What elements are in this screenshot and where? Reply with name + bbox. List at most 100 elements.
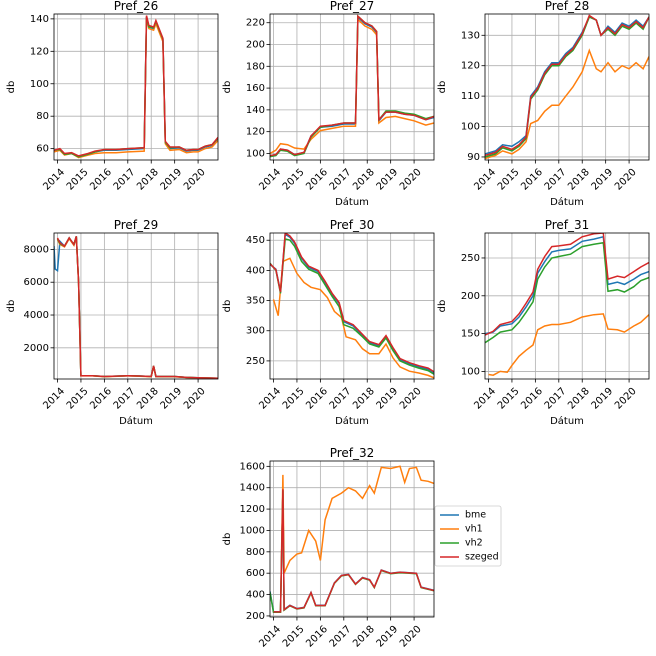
- x-tick-label: 2016: [88, 386, 114, 412]
- series-line-szeged: [56, 236, 218, 379]
- x-tick-label: 2018: [135, 167, 161, 193]
- series-line-bme: [485, 16, 649, 155]
- y-tick-label: 220: [246, 18, 265, 29]
- series-line-vh1: [272, 257, 434, 379]
- x-tick-label: 2017: [328, 624, 354, 650]
- legend-label-szeged: szeged: [465, 552, 499, 563]
- y-axis-label: db: [437, 300, 448, 313]
- axes-frame: [269, 460, 435, 618]
- y-tick-label: 180: [246, 61, 265, 72]
- y-tick-label: 200: [461, 291, 480, 302]
- axes-frame: [53, 13, 219, 161]
- x-tick-label: 2015: [65, 386, 91, 412]
- y-tick-label: 200: [246, 40, 265, 51]
- x-tick-label: 2017: [328, 167, 354, 193]
- series-line-szeged: [485, 233, 649, 336]
- x-tick-label: 2015: [496, 386, 522, 412]
- subplot-title: Pref_28: [545, 0, 590, 13]
- y-tick-label: 140: [246, 105, 265, 116]
- y-tick-label: 8000: [24, 244, 49, 255]
- x-tick-label: 2019: [590, 386, 616, 412]
- x-tick-label: 2015: [281, 624, 307, 650]
- subplot-title: Pref_27: [330, 0, 375, 13]
- x-tick-label: 2014: [257, 624, 283, 650]
- subplot-title: Pref_29: [114, 218, 159, 232]
- y-tick-label: 4000: [24, 310, 49, 321]
- x-tick-label: 2017: [328, 386, 354, 412]
- y-tick-label: 800: [246, 547, 265, 558]
- x-tick-label: 2020: [613, 386, 639, 412]
- y-tick-label: 120: [461, 61, 480, 72]
- x-tick-label: 2018: [351, 624, 377, 650]
- series-line-bme: [485, 235, 649, 335]
- y-tick-label: 160: [246, 83, 265, 94]
- x-tick-label: 2014: [41, 386, 67, 412]
- x-tick-label: 2019: [375, 624, 401, 650]
- x-tick-label: 2014: [257, 167, 283, 193]
- subplot-title: Pref_31: [545, 218, 590, 232]
- x-tick-label: 2015: [496, 167, 522, 193]
- x-tick-label: 2019: [590, 167, 616, 193]
- series-line-vh1: [56, 236, 218, 379]
- x-tick-label: 2015: [281, 167, 307, 193]
- x-tick-label: 2020: [398, 624, 424, 650]
- series-line-vh1: [488, 313, 649, 376]
- legend-label-vh2: vh2: [465, 538, 483, 549]
- y-tick-label: 110: [461, 91, 480, 102]
- y-tick-label: 200: [246, 611, 265, 622]
- y-tick-label: 1600: [240, 461, 265, 472]
- x-tick-label: 2016: [304, 386, 330, 412]
- x-tick-label: 2020: [398, 167, 424, 193]
- x-axis-label: Dátum: [550, 196, 584, 208]
- series-line-bme: [270, 489, 434, 613]
- series-line-vh2: [270, 490, 434, 613]
- series-line-vh1: [279, 465, 434, 613]
- y-tick-label: 120: [246, 127, 265, 138]
- series-line-vh2: [270, 238, 434, 375]
- x-tick-label: 2017: [543, 386, 569, 412]
- series-line-vh1: [270, 17, 434, 155]
- y-tick-label: 90: [467, 152, 480, 163]
- y-axis-label: db: [222, 533, 233, 546]
- x-tick-label: 2019: [159, 167, 185, 193]
- x-tick-label: 2017: [543, 167, 569, 193]
- y-tick-label: 450: [246, 235, 265, 246]
- x-tick-label: 2019: [375, 167, 401, 193]
- series-line-bme: [270, 15, 434, 157]
- series-line-vh2: [270, 14, 434, 158]
- x-tick-label: 2016: [304, 624, 330, 650]
- y-tick-label: 400: [246, 265, 265, 276]
- x-tick-label: 2016: [519, 386, 545, 412]
- x-tick-label: 2016: [304, 167, 330, 193]
- series-line-szeged: [270, 233, 434, 373]
- y-tick-label: 350: [246, 296, 265, 307]
- x-tick-label: 2020: [182, 167, 208, 193]
- subplot-title: Pref_32: [330, 446, 375, 460]
- y-tick-label: 1000: [240, 525, 265, 536]
- x-tick-label: 2018: [566, 167, 592, 193]
- y-tick-label: 100: [461, 366, 480, 377]
- x-tick-label: 2015: [65, 167, 91, 193]
- x-axis-label: Dátum: [335, 415, 369, 427]
- subplot-title: Pref_30: [330, 218, 375, 232]
- x-tick-label: 2016: [519, 167, 545, 193]
- x-axis-label: Dátum: [119, 415, 153, 427]
- series-line-vh1: [485, 48, 649, 160]
- x-tick-label: 2020: [398, 386, 424, 412]
- series-line-vh1: [54, 18, 218, 159]
- y-tick-label: 600: [246, 568, 265, 579]
- y-axis-label: db: [222, 81, 233, 94]
- y-tick-label: 400: [246, 590, 265, 601]
- y-tick-label: 60: [36, 144, 49, 155]
- y-tick-label: 2000: [24, 343, 49, 354]
- y-tick-label: 250: [461, 253, 480, 264]
- axes-frame: [484, 13, 650, 161]
- y-tick-label: 120: [30, 46, 49, 57]
- x-tick-label: 2019: [375, 386, 401, 412]
